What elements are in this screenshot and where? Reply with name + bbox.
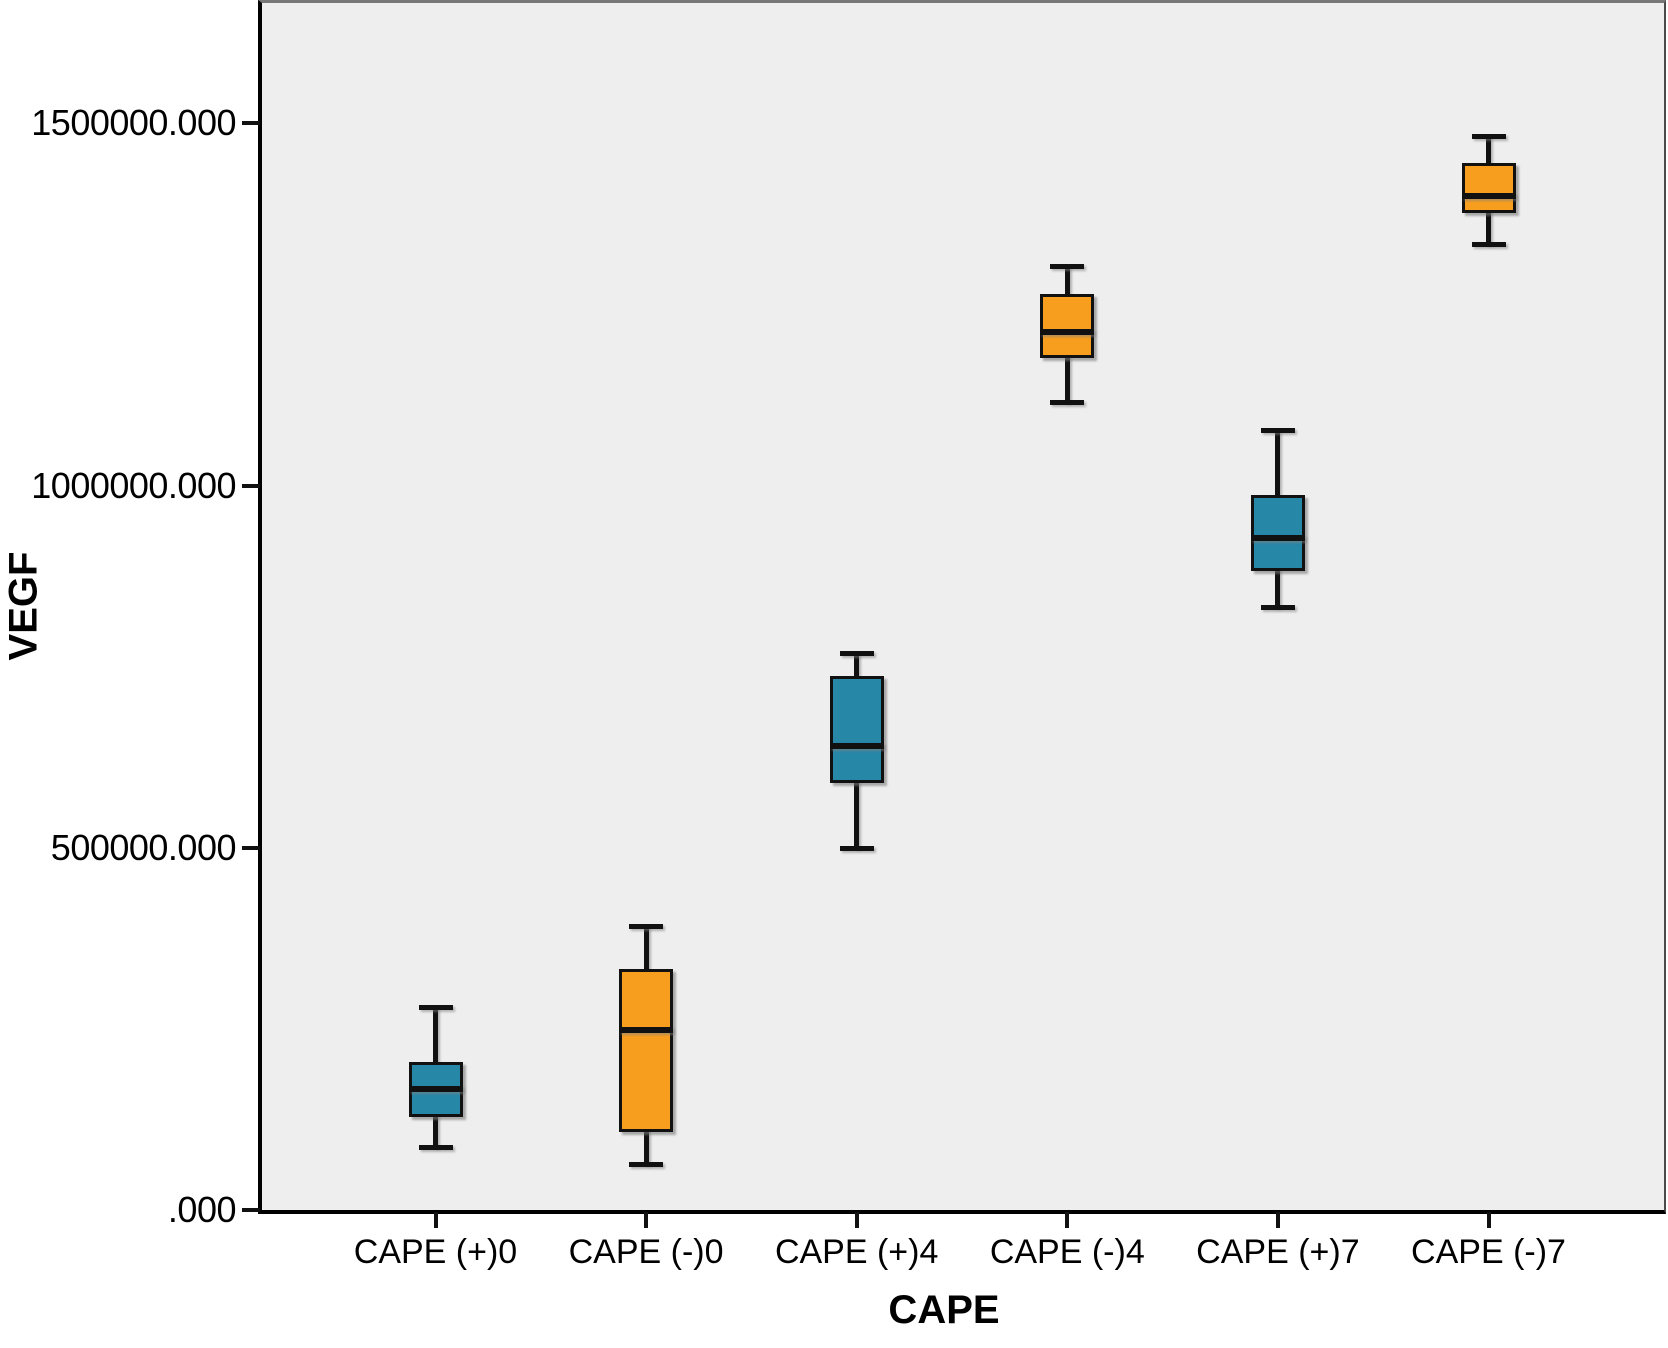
whisker-cap-top xyxy=(1260,428,1295,434)
x-axis-tick xyxy=(433,1212,438,1228)
median-line xyxy=(1461,193,1516,200)
x-tick-label: CAPE (-)0 xyxy=(568,1233,724,1271)
x-tick-label: CAPE (-)7 xyxy=(1411,1233,1566,1271)
x-tick-label: CAPE (+)0 xyxy=(353,1233,518,1271)
whisker-cap-top xyxy=(629,924,664,929)
median-line xyxy=(1250,535,1305,542)
x-axis-tick xyxy=(1275,1212,1280,1228)
whisker-cap-bottom xyxy=(1050,399,1085,405)
median-line xyxy=(619,1027,674,1034)
x-axis-tick xyxy=(1486,1212,1491,1228)
y-tick-label: 1500000.000 xyxy=(31,102,236,144)
x-tick-label: CAPE (+)7 xyxy=(1196,1233,1360,1271)
whisker-cap-top xyxy=(839,650,874,656)
plot-area xyxy=(258,0,1666,1214)
y-axis-tick xyxy=(242,845,260,850)
x-axis-tick xyxy=(644,1212,649,1228)
y-tick-label: 1000000.000 xyxy=(31,464,236,506)
box-rect xyxy=(619,968,674,1132)
median-line xyxy=(1040,328,1095,335)
whisker-cap-top xyxy=(1471,134,1506,140)
y-axis-tick xyxy=(242,483,260,488)
x-axis-tick xyxy=(1065,1212,1070,1228)
y-tick-label: .000 xyxy=(167,1189,237,1230)
box-rect xyxy=(1040,293,1095,358)
y-axis-title: VEGF xyxy=(1,551,46,661)
whisker-cap-bottom xyxy=(418,1145,453,1151)
box-rect xyxy=(1250,494,1305,571)
y-axis-tick xyxy=(242,121,260,126)
whisker-cap-bottom xyxy=(629,1162,664,1168)
x-tick-label: CAPE (+)4 xyxy=(774,1233,939,1271)
median-line xyxy=(829,743,884,750)
x-axis-title: CAPE xyxy=(888,1288,1000,1332)
whisker-cap-bottom xyxy=(1471,241,1506,247)
whisker-cap-top xyxy=(418,1005,453,1011)
whisker-cap-top xyxy=(1050,263,1085,269)
median-line xyxy=(408,1086,463,1092)
box-rect xyxy=(829,676,884,784)
whisker-cap-bottom xyxy=(839,846,874,852)
whisker-cap-bottom xyxy=(1260,604,1295,610)
y-tick-label: 500000.000 xyxy=(50,826,237,868)
x-axis-tick xyxy=(854,1212,859,1228)
box-rect xyxy=(1461,163,1516,214)
x-tick-label: CAPE (-)4 xyxy=(989,1233,1145,1271)
y-axis-tick xyxy=(242,1208,260,1212)
